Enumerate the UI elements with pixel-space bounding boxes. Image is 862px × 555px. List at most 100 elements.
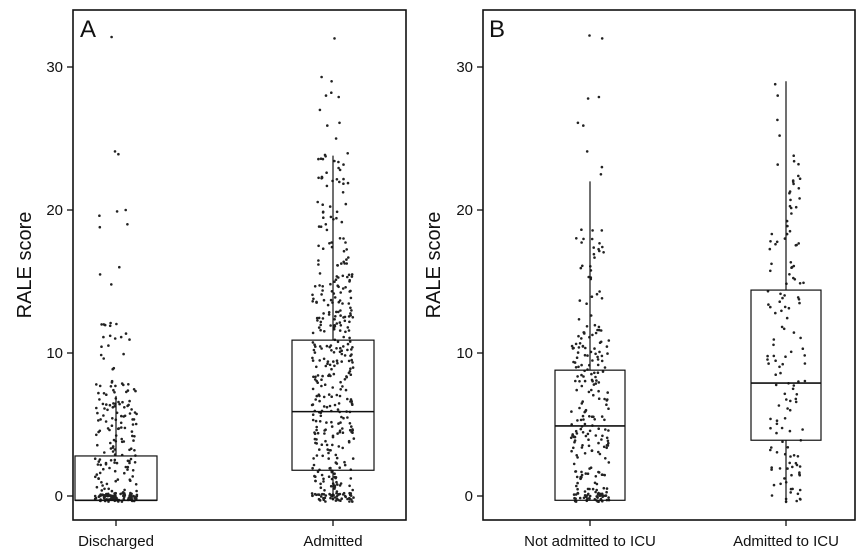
data-point bbox=[776, 94, 779, 97]
data-point bbox=[349, 492, 353, 495]
data-point bbox=[314, 419, 318, 423]
data-point bbox=[769, 417, 772, 421]
data-point bbox=[789, 350, 793, 354]
data-point bbox=[319, 495, 323, 498]
data-point bbox=[795, 463, 799, 467]
data-point bbox=[117, 400, 120, 404]
data-point bbox=[324, 428, 327, 432]
data-point bbox=[340, 352, 344, 356]
data-point bbox=[786, 224, 789, 228]
data-point bbox=[325, 171, 328, 174]
data-point bbox=[607, 407, 610, 411]
data-point bbox=[347, 439, 351, 443]
data-point bbox=[779, 371, 782, 375]
data-point bbox=[330, 80, 333, 83]
data-point bbox=[337, 493, 340, 496]
data-point bbox=[328, 467, 332, 470]
data-point bbox=[597, 247, 600, 251]
data-point bbox=[120, 440, 124, 444]
data-point bbox=[339, 388, 343, 391]
data-point bbox=[600, 297, 604, 300]
data-point bbox=[328, 404, 332, 408]
data-point bbox=[311, 494, 314, 498]
data-point bbox=[327, 451, 330, 455]
data-point bbox=[320, 177, 323, 180]
data-point bbox=[798, 282, 802, 285]
data-point bbox=[773, 82, 777, 86]
data-point bbox=[321, 210, 325, 214]
data-point bbox=[109, 447, 113, 450]
data-point bbox=[94, 497, 97, 501]
data-point bbox=[133, 449, 136, 452]
data-point bbox=[323, 383, 327, 387]
data-point bbox=[594, 375, 597, 379]
data-point bbox=[110, 35, 113, 39]
data-point bbox=[344, 202, 348, 206]
data-point bbox=[319, 320, 323, 324]
data-point bbox=[600, 359, 604, 363]
data-point bbox=[767, 303, 770, 306]
data-point bbox=[335, 322, 339, 325]
data-point bbox=[132, 418, 136, 421]
data-point bbox=[126, 459, 130, 463]
data-point bbox=[106, 427, 110, 430]
data-point bbox=[576, 456, 579, 459]
data-point bbox=[342, 163, 345, 166]
data-point bbox=[351, 316, 355, 319]
data-point bbox=[131, 434, 134, 438]
data-point bbox=[597, 397, 601, 401]
data-point bbox=[113, 458, 117, 462]
data-point bbox=[316, 470, 320, 474]
data-point bbox=[595, 488, 598, 492]
data-point bbox=[320, 384, 323, 388]
data-point bbox=[798, 471, 801, 474]
data-point bbox=[338, 321, 342, 324]
data-point bbox=[323, 489, 326, 492]
data-point bbox=[330, 395, 334, 399]
data-point bbox=[794, 205, 798, 209]
data-point bbox=[322, 395, 326, 399]
data-point bbox=[803, 379, 807, 383]
data-point bbox=[782, 327, 786, 331]
data-point bbox=[321, 317, 325, 320]
data-point bbox=[102, 357, 105, 360]
data-point bbox=[792, 154, 795, 157]
data-point bbox=[785, 398, 788, 401]
data-point bbox=[347, 302, 351, 305]
data-point bbox=[599, 329, 603, 332]
data-point bbox=[342, 182, 345, 185]
data-point bbox=[789, 491, 792, 494]
data-point bbox=[108, 466, 111, 470]
data-point bbox=[594, 382, 598, 385]
data-point bbox=[330, 91, 333, 94]
data-point bbox=[95, 406, 98, 410]
data-point bbox=[583, 422, 587, 426]
data-point bbox=[113, 150, 117, 153]
data-point bbox=[329, 215, 333, 219]
data-point bbox=[335, 393, 339, 397]
data-point bbox=[117, 427, 121, 430]
data-point bbox=[134, 495, 138, 499]
data-point bbox=[590, 295, 594, 299]
data-point bbox=[792, 276, 795, 280]
data-point bbox=[337, 402, 341, 405]
data-point bbox=[797, 298, 801, 301]
data-point bbox=[788, 190, 792, 193]
panel-a-y-tick-label: 30 bbox=[46, 59, 63, 76]
data-point bbox=[107, 487, 110, 491]
data-point bbox=[588, 487, 591, 491]
data-point bbox=[329, 298, 333, 302]
data-point bbox=[576, 491, 580, 495]
data-point bbox=[598, 242, 601, 245]
data-point bbox=[791, 487, 794, 491]
data-point bbox=[99, 463, 102, 467]
data-point bbox=[598, 493, 602, 497]
data-point bbox=[317, 393, 321, 397]
data-point bbox=[594, 475, 598, 478]
data-point bbox=[329, 449, 332, 452]
data-point bbox=[109, 385, 113, 388]
data-point bbox=[778, 300, 781, 304]
data-point bbox=[126, 223, 129, 226]
data-point bbox=[321, 203, 325, 206]
